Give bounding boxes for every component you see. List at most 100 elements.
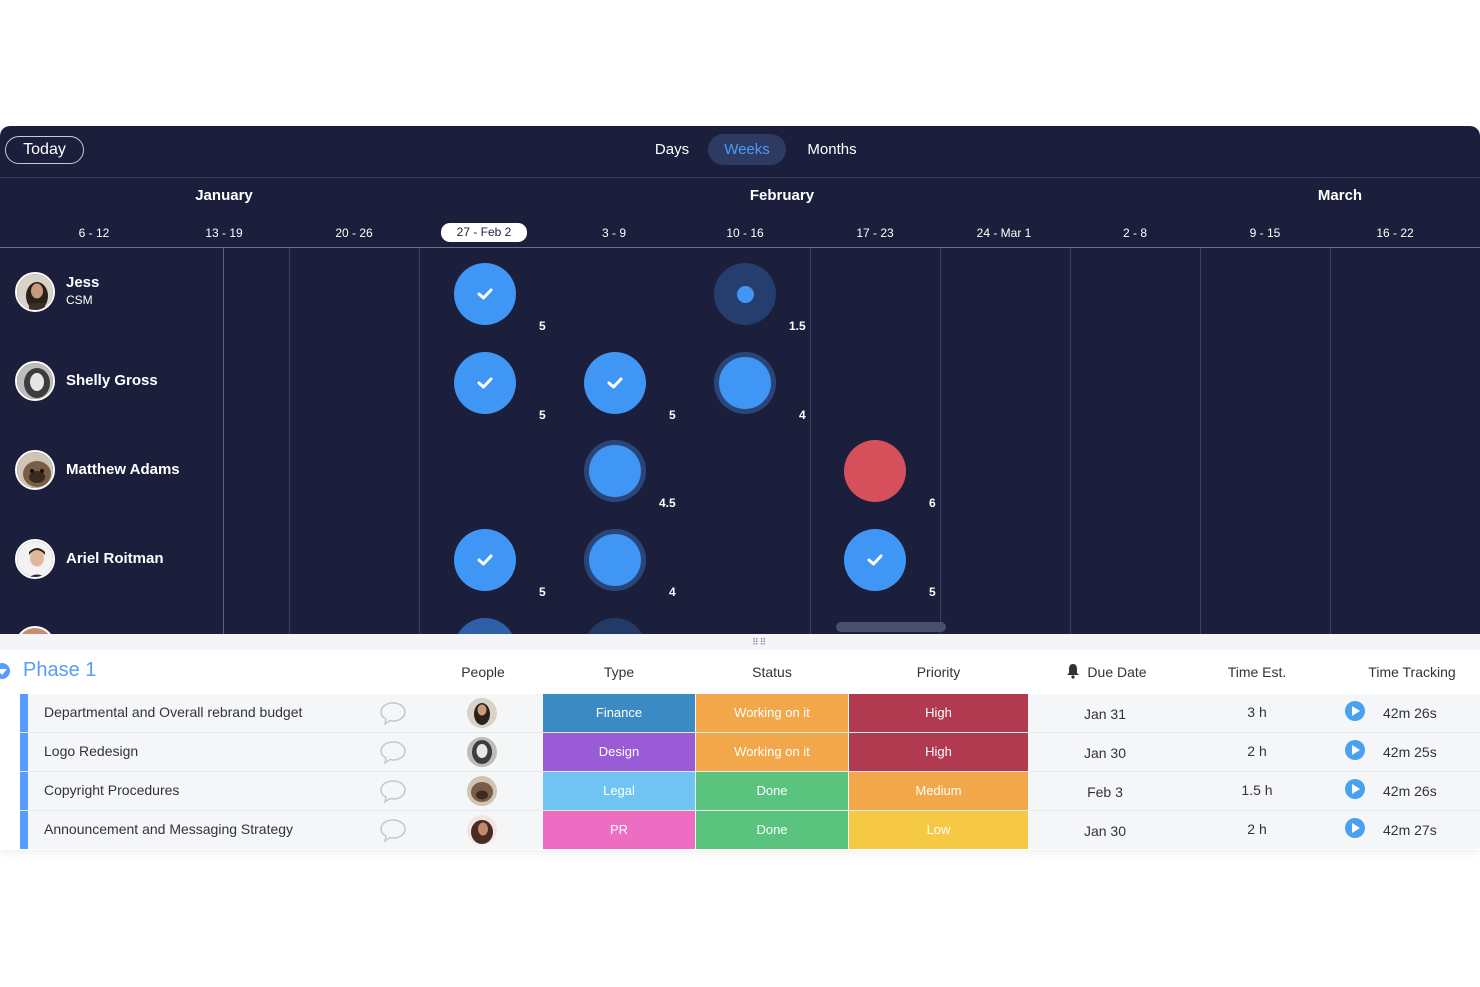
- workload-bubble-in-progress[interactable]: [584, 618, 646, 634]
- week-label: 24 - Mar 1: [976, 226, 1032, 240]
- hours-label: 6: [929, 496, 936, 510]
- week-label: 13 - 19: [205, 226, 243, 240]
- priority-cell[interactable]: High: [849, 694, 1028, 732]
- time-est-cell[interactable]: 2 h: [1247, 821, 1267, 837]
- person-name: Jess: [66, 274, 100, 291]
- time-est-cell[interactable]: 2 h: [1247, 743, 1267, 759]
- current-week-label: 27 - Feb 2: [441, 223, 527, 242]
- week-label: 6 - 12: [78, 226, 110, 240]
- tab-days[interactable]: Days: [654, 141, 690, 158]
- table-row[interactable]: Departmental and Overall rebrand budget …: [20, 694, 1480, 732]
- hours-label: 5: [539, 585, 546, 599]
- workload-bubble-in-progress[interactable]: [714, 352, 776, 414]
- priority-cell[interactable]: Low: [849, 811, 1028, 849]
- week-label: 9 - 15: [1249, 226, 1281, 240]
- chat-bubble-icon[interactable]: [379, 700, 407, 726]
- priority-cell[interactable]: High: [849, 733, 1028, 771]
- check-icon: [477, 377, 493, 389]
- column-header-priority[interactable]: Priority: [916, 664, 961, 680]
- avatar: [15, 539, 55, 579]
- grid-line: [810, 248, 811, 634]
- play-icon[interactable]: [1345, 701, 1365, 721]
- chat-bubble-icon[interactable]: [379, 778, 407, 804]
- item-name[interactable]: Departmental and Overall rebrand budget: [44, 704, 303, 720]
- item-name[interactable]: Announcement and Messaging Strategy: [44, 821, 294, 837]
- column-header-type[interactable]: Type: [603, 664, 635, 680]
- type-cell[interactable]: Design: [543, 733, 695, 771]
- people-cell[interactable]: [423, 733, 543, 771]
- person-name: Matthew Adams: [66, 461, 180, 478]
- today-button[interactable]: Today: [5, 136, 84, 164]
- workload-bubble-done[interactable]: [454, 618, 516, 634]
- horizontal-scrollbar[interactable]: [836, 622, 946, 632]
- workload-bubble-done[interactable]: [454, 352, 516, 414]
- table-row[interactable]: Copyright Procedures Legal Done Medium F…: [20, 772, 1480, 810]
- avatar: [15, 450, 55, 490]
- column-header-due-date[interactable]: Due Date: [1087, 664, 1147, 680]
- item-name[interactable]: Copyright Procedures: [44, 782, 180, 798]
- week-label: 2 - 8: [1122, 226, 1147, 240]
- avatar: [15, 361, 55, 401]
- status-cell[interactable]: Working on it: [696, 694, 848, 732]
- grid-line: [1330, 248, 1331, 634]
- workload-bubble-done[interactable]: [844, 529, 906, 591]
- type-cell[interactable]: PR: [543, 811, 695, 849]
- status-cell[interactable]: Done: [696, 811, 848, 849]
- play-icon[interactable]: [1345, 818, 1365, 838]
- due-date-cell[interactable]: Jan 30: [1083, 823, 1127, 839]
- hours-label: 4.5: [659, 496, 676, 510]
- workload-bubble-done[interactable]: [584, 352, 646, 414]
- group-title[interactable]: Phase 1: [23, 659, 97, 681]
- people-cell[interactable]: [423, 694, 543, 732]
- workload-bubble-done[interactable]: [454, 529, 516, 591]
- due-date-cell[interactable]: Jan 31: [1083, 706, 1127, 722]
- workload-bubble-done[interactable]: [454, 263, 516, 325]
- type-cell[interactable]: Legal: [543, 772, 695, 810]
- table-row[interactable]: Announcement and Messaging Strategy PR D…: [20, 811, 1480, 849]
- chat-bubble-icon[interactable]: [379, 739, 407, 765]
- grid-line: [289, 248, 290, 634]
- drag-grip-icon[interactable]: ⠿⠿: [752, 637, 768, 647]
- item-name[interactable]: Logo Redesign: [44, 743, 139, 759]
- month-march: March: [1317, 187, 1363, 204]
- workload-bubble-light[interactable]: [714, 263, 776, 325]
- grid-line: [1200, 248, 1201, 634]
- group-color-stripe: [20, 733, 28, 771]
- people-cell[interactable]: [423, 811, 543, 849]
- chat-bubble-icon[interactable]: [379, 817, 407, 843]
- workload-bubble-in-progress[interactable]: [584, 440, 646, 502]
- column-header-time-tracking[interactable]: Time Tracking: [1368, 664, 1456, 680]
- time-est-cell[interactable]: 1.5 h: [1241, 782, 1273, 798]
- column-header-people[interactable]: People: [461, 664, 505, 680]
- play-icon[interactable]: [1345, 779, 1365, 799]
- due-date-cell[interactable]: Feb 3: [1087, 784, 1123, 800]
- panel-resize-handle[interactable]: ⠿⠿: [0, 634, 1480, 650]
- play-icon[interactable]: [1345, 740, 1365, 760]
- header-divider: [0, 247, 1480, 248]
- avatar: [467, 698, 497, 728]
- workload-bubble-in-progress[interactable]: [584, 529, 646, 591]
- hours-label: 1.5: [789, 319, 806, 333]
- column-header-status[interactable]: Status: [752, 664, 792, 680]
- table-row[interactable]: Logo Redesign Design Working on it High …: [20, 733, 1480, 771]
- type-cell[interactable]: Finance: [543, 694, 695, 732]
- month-february: February: [749, 187, 815, 204]
- time-est-cell[interactable]: 3 h: [1247, 704, 1267, 720]
- due-date-cell[interactable]: Jan 30: [1083, 745, 1127, 761]
- time-tracking-value: 42m 27s: [1383, 822, 1437, 838]
- status-cell[interactable]: Done: [696, 772, 848, 810]
- week-label: 17 - 23: [856, 226, 894, 240]
- workload-bubble-overloaded[interactable]: [844, 440, 906, 502]
- collapse-group-icon[interactable]: [0, 663, 10, 679]
- check-icon: [477, 554, 493, 566]
- tab-months[interactable]: Months: [807, 141, 857, 158]
- check-icon: [867, 554, 883, 566]
- month-january: January: [195, 187, 253, 204]
- status-cell[interactable]: Working on it: [696, 733, 848, 771]
- grid-line: [223, 248, 224, 634]
- avatar: [467, 815, 497, 845]
- column-header-time-est[interactable]: Time Est.: [1227, 664, 1287, 680]
- people-cell[interactable]: [423, 772, 543, 810]
- tab-weeks[interactable]: Weeks: [708, 134, 786, 165]
- priority-cell[interactable]: Medium: [849, 772, 1028, 810]
